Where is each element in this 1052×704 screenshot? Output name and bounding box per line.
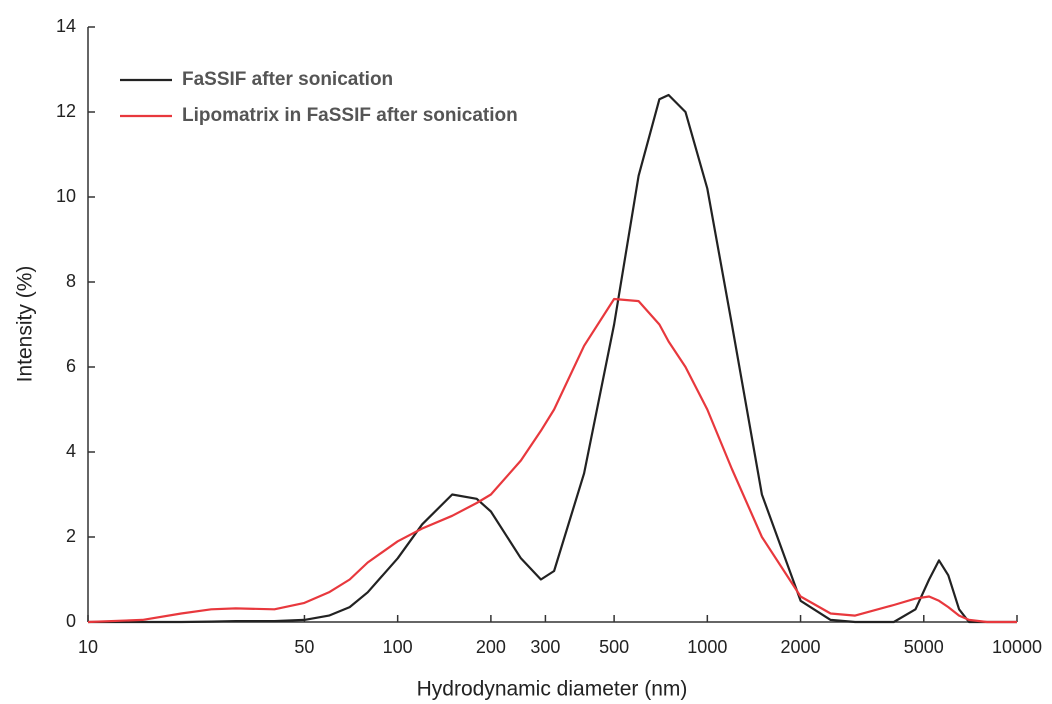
x-tick-label: 50 <box>294 637 314 657</box>
y-axis-label: Intensity (%) <box>14 266 37 383</box>
legend-label: Lipomatrix in FaSSIF after sonication <box>182 105 518 126</box>
y-tick-label: 4 <box>66 441 76 461</box>
x-tick-label: 100 <box>383 637 413 657</box>
x-tick-label: 10 <box>78 637 98 657</box>
legend-label: FaSSIF after sonication <box>182 69 393 90</box>
y-tick-label: 8 <box>66 271 76 291</box>
y-tick-label: 6 <box>66 356 76 376</box>
y-tick-label: 10 <box>56 186 76 206</box>
x-tick-label: 2000 <box>781 637 821 657</box>
x-tick-label: 1000 <box>687 637 727 657</box>
y-tick-label: 12 <box>56 101 76 121</box>
x-tick-label: 10000 <box>992 637 1042 657</box>
y-tick-label: 0 <box>66 611 76 631</box>
y-tick-label: 2 <box>66 526 76 546</box>
x-axis-label: Hydrodynamic diameter (nm) <box>417 678 688 701</box>
x-tick-label: 5000 <box>904 637 944 657</box>
x-tick-label: 200 <box>476 637 506 657</box>
line-series <box>87 297 1017 624</box>
x-tick-label: 300 <box>530 637 560 657</box>
x-tick-label: 500 <box>599 637 629 657</box>
y-tick-label: 14 <box>56 16 76 36</box>
line-series <box>88 93 1017 624</box>
